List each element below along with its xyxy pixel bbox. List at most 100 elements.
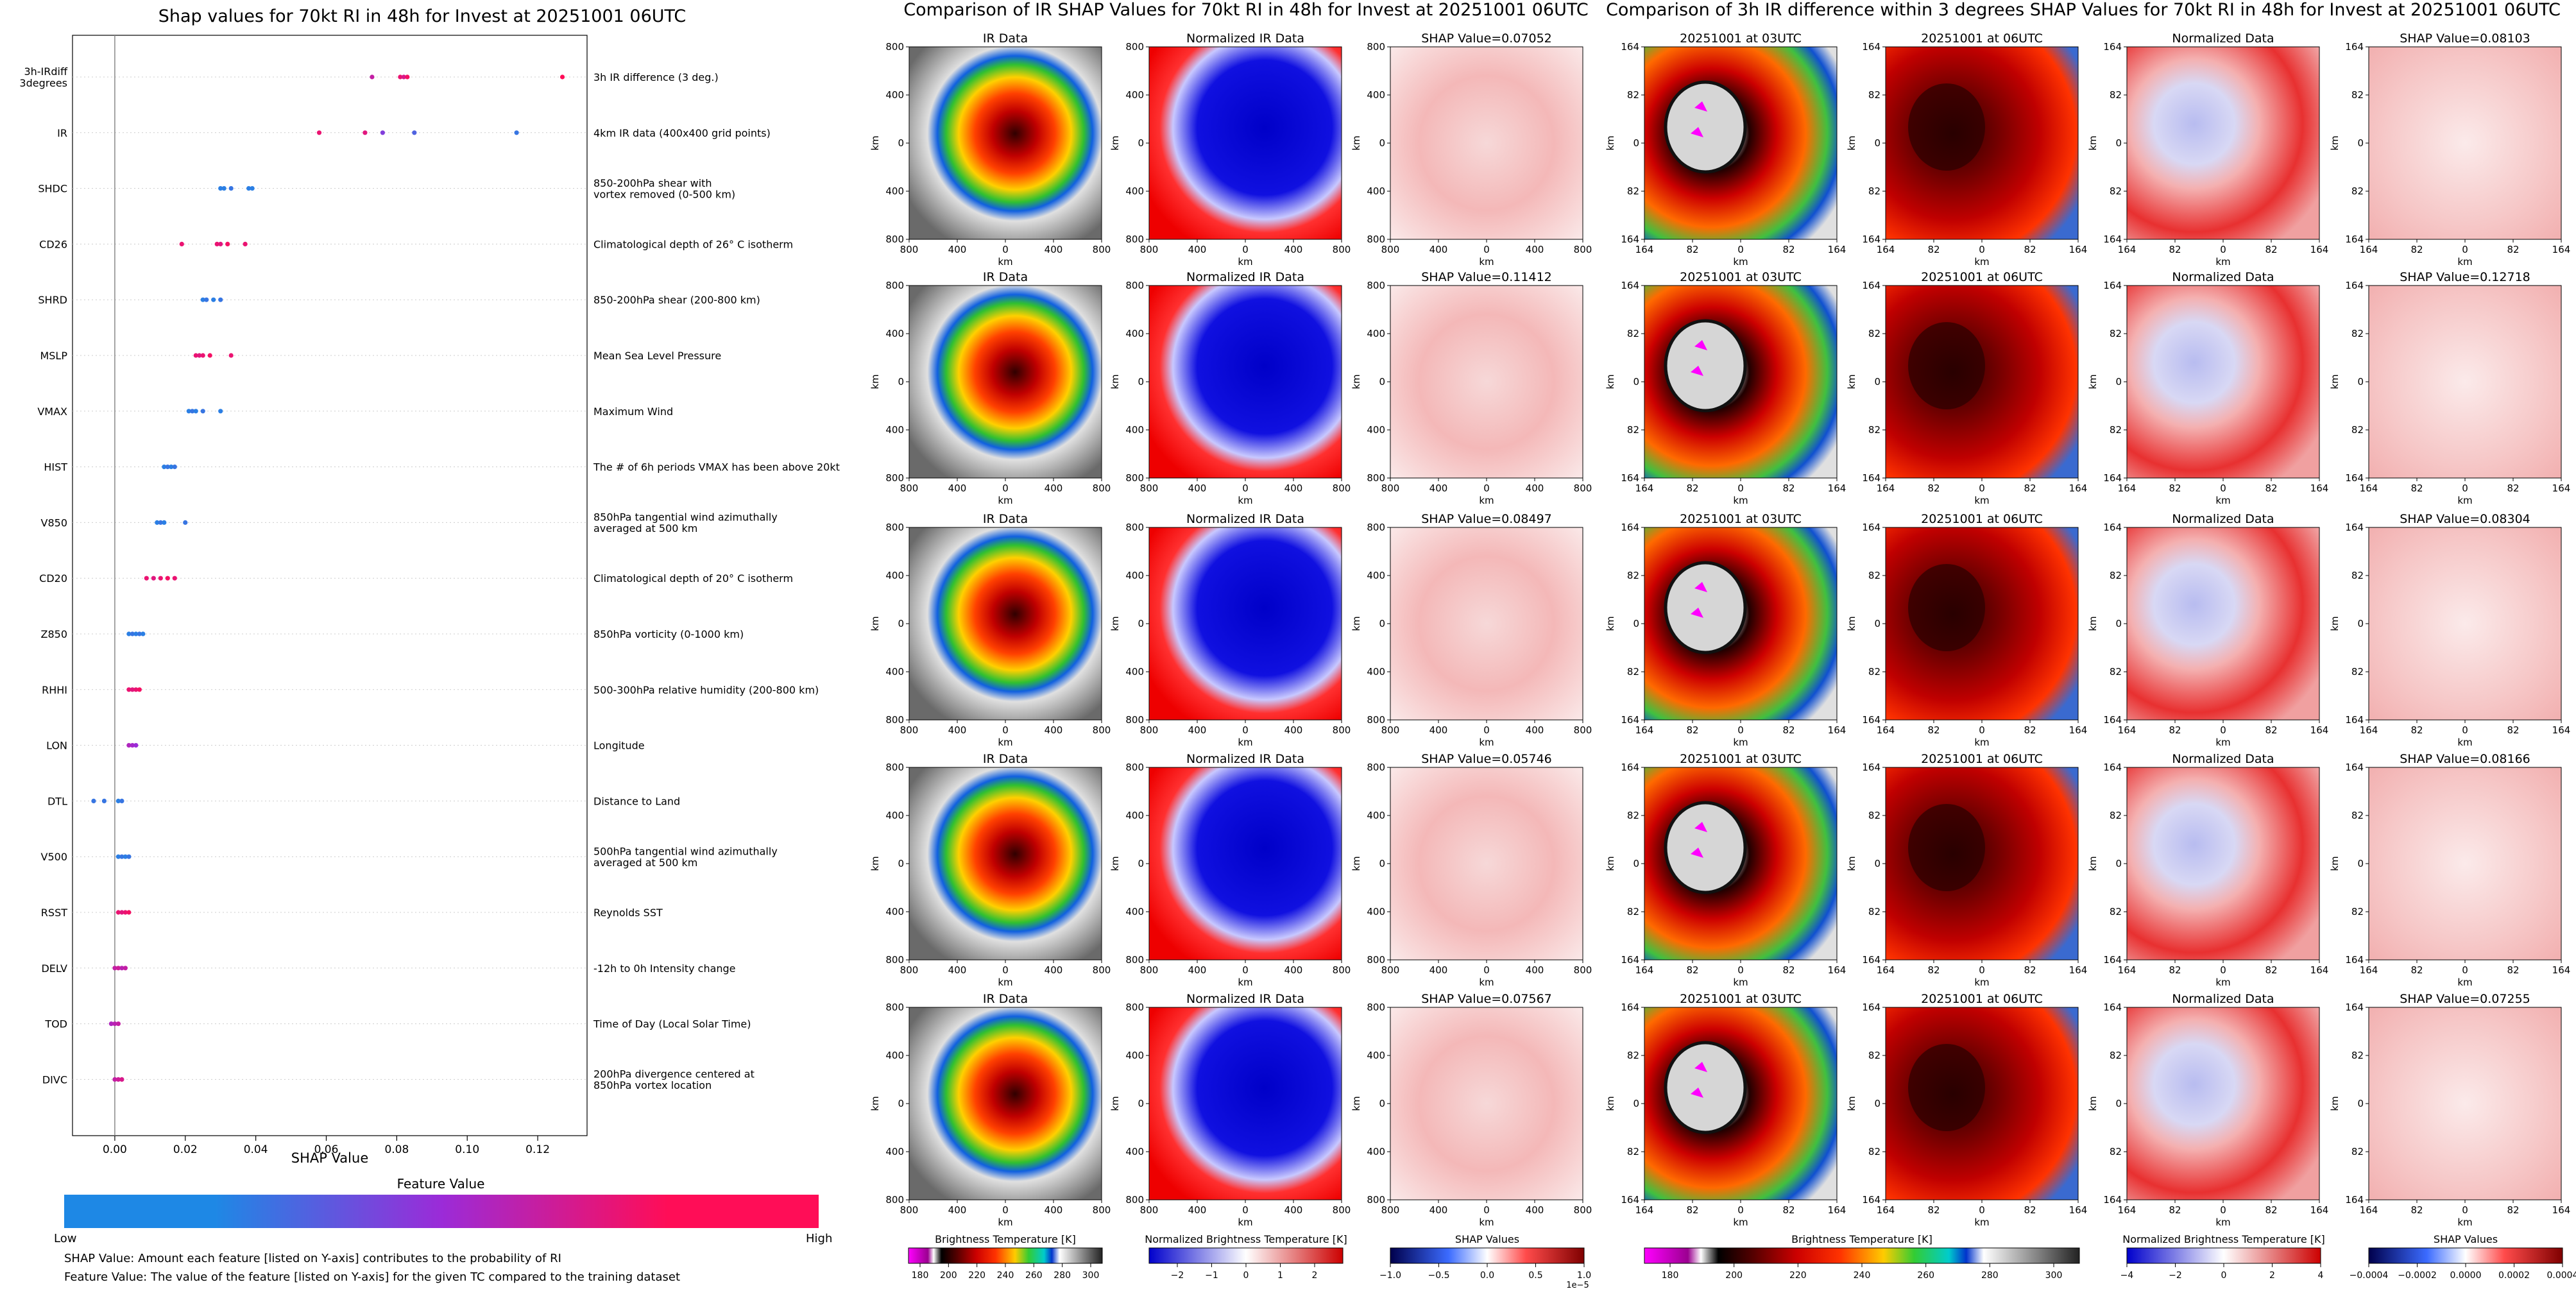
feature-description: Climatological depth of 26° C isotherm <box>593 238 793 250</box>
x-tick-label: 164 <box>1877 724 1895 736</box>
x-tick-label: 0 <box>1979 482 1985 494</box>
y-axis-label: km <box>1109 616 1121 631</box>
x-tick-label: 82 <box>2265 244 2277 255</box>
shap-points <box>91 74 565 1082</box>
x-tick-label: 82 <box>2410 724 2423 736</box>
x-tick-label: 164 <box>2069 724 2088 736</box>
x-tick-label: 800 <box>1381 1204 1400 1216</box>
y-tick-label: 164 <box>2345 954 2364 966</box>
map-image <box>1148 1007 1342 1200</box>
y-tick-label: 0 <box>1138 618 1144 629</box>
shap-point <box>401 74 406 80</box>
x-tick-label: 164 <box>1828 724 1847 736</box>
colorbar-tick-label: −0.5 <box>1428 1270 1450 1281</box>
colorbar-label: Brightness Temperature [K] <box>935 1233 1076 1245</box>
x-tick-label: 164 <box>2310 482 2329 494</box>
x-tick-label: 0 <box>1242 244 1249 255</box>
x-axis-label: km <box>998 977 1012 988</box>
x-tick-label: 400 <box>1526 964 1544 976</box>
shap-point <box>119 854 124 859</box>
x-tick-label: 0 <box>1737 244 1744 255</box>
eye-marker <box>1691 1062 1707 1098</box>
x-tick-label: 82 <box>2507 482 2519 494</box>
x-tick-label: 82 <box>2507 724 2519 736</box>
x-tick-label: 82 <box>1686 482 1698 494</box>
y-tick-label: 400 <box>1125 424 1144 436</box>
shap-point <box>112 966 117 971</box>
y-tick-label: 164 <box>2103 234 2122 245</box>
x-axis-label: km <box>1974 495 1989 506</box>
x-tick-label: 0 <box>2462 724 2468 736</box>
feature-name: V500 <box>41 851 67 863</box>
y-tick-label: 800 <box>885 234 904 245</box>
y-tick-label: 164 <box>1862 1002 1881 1013</box>
y-axis-label: km <box>2087 135 2099 150</box>
y-tick-label: 82 <box>2351 185 2364 197</box>
map-title: Normalized Data <box>2172 270 2274 284</box>
y-tick-label: 164 <box>1621 472 1639 484</box>
y-tick-label: 82 <box>1627 666 1639 678</box>
shap-point <box>405 74 410 80</box>
x-tick-label: 400 <box>1429 482 1448 494</box>
x-tick-label: 800 <box>1093 964 1111 976</box>
map-image <box>1390 527 1583 721</box>
feature-name: RSST <box>41 907 67 919</box>
feature-description: Climatological depth of 20° C isotherm <box>593 572 793 585</box>
x-tick-label: 0 <box>2462 244 2468 255</box>
shap-point <box>228 353 234 358</box>
x-tick-label: 82 <box>2410 964 2423 976</box>
x-tick-label: 82 <box>1927 964 1940 976</box>
map-title: 20251001 at 06UTC <box>1921 752 2043 766</box>
y-tick-label: 0 <box>2115 376 2122 388</box>
y-tick-label: 800 <box>1367 954 1385 966</box>
colorbar-tick-label: 180 <box>1662 1270 1679 1281</box>
x-tick-label: 800 <box>1381 724 1400 736</box>
map-image <box>2126 527 2320 721</box>
x-axis-label: km <box>1479 495 1494 506</box>
colorbar-tick-label: 260 <box>1025 1270 1043 1281</box>
colorbar-tick-label: 280 <box>1981 1270 1999 1281</box>
y-tick-label: 0 <box>2357 1098 2364 1109</box>
eye-marker <box>1691 822 1707 858</box>
map-title: SHAP Value=0.07255 <box>2400 992 2530 1006</box>
map-image <box>2368 527 2562 721</box>
x-tick-label: 0 <box>1737 482 1744 494</box>
y-tick-label: 82 <box>1868 810 1881 821</box>
map-title: SHAP Value=0.11412 <box>1421 270 1552 284</box>
shap-point <box>214 241 219 246</box>
x-tick-label: 800 <box>1574 724 1592 736</box>
x-tick-label: 164 <box>1877 964 1895 976</box>
feature-name: CD26 <box>39 238 67 250</box>
map-title: IR Data <box>983 31 1028 46</box>
x-tick-label: 82 <box>2169 724 2181 736</box>
feature-description: 850-200hPa shear with vortex removed (0-5… <box>593 177 735 201</box>
x-axis-label: km <box>2457 495 2472 506</box>
x-axis-label: km <box>1479 1216 1494 1228</box>
x-tick-label: 400 <box>1045 482 1063 494</box>
feature-description: Reynolds SST <box>593 907 663 919</box>
x-tick-label: 800 <box>1333 1204 1351 1216</box>
y-axis-label: km <box>1351 374 1362 389</box>
x-axis-label: km <box>1974 1216 1989 1228</box>
x-tick-label: 164 <box>1828 1204 1847 1216</box>
x-tick-label: 800 <box>1093 482 1111 494</box>
feature-name: IR <box>57 127 67 139</box>
shap-point <box>218 186 223 191</box>
colorbar-tick-label: −1 <box>1205 1270 1218 1281</box>
shap-point <box>144 576 149 581</box>
map-image <box>2368 46 2562 240</box>
x-tick-label: 82 <box>2410 482 2423 494</box>
map-image <box>1390 46 1583 240</box>
y-tick-label: 0 <box>2357 618 2364 629</box>
summary-plot-frame <box>72 35 588 1136</box>
shap-point <box>133 743 139 748</box>
shap-point <box>243 241 248 246</box>
y-tick-label: 800 <box>1367 714 1385 726</box>
x-tick-label: 82 <box>2169 1204 2181 1216</box>
shap-point <box>162 465 167 470</box>
x-tick-label: 82 <box>1782 1204 1795 1216</box>
x-tick-label: 164 <box>1828 482 1847 494</box>
map-image <box>2368 285 2562 479</box>
diff-colorbars: Brightness Temperature [K]180 200 220 240 26… <box>1644 1233 2576 1281</box>
colorbar-tick-label: 300 <box>2045 1270 2063 1281</box>
